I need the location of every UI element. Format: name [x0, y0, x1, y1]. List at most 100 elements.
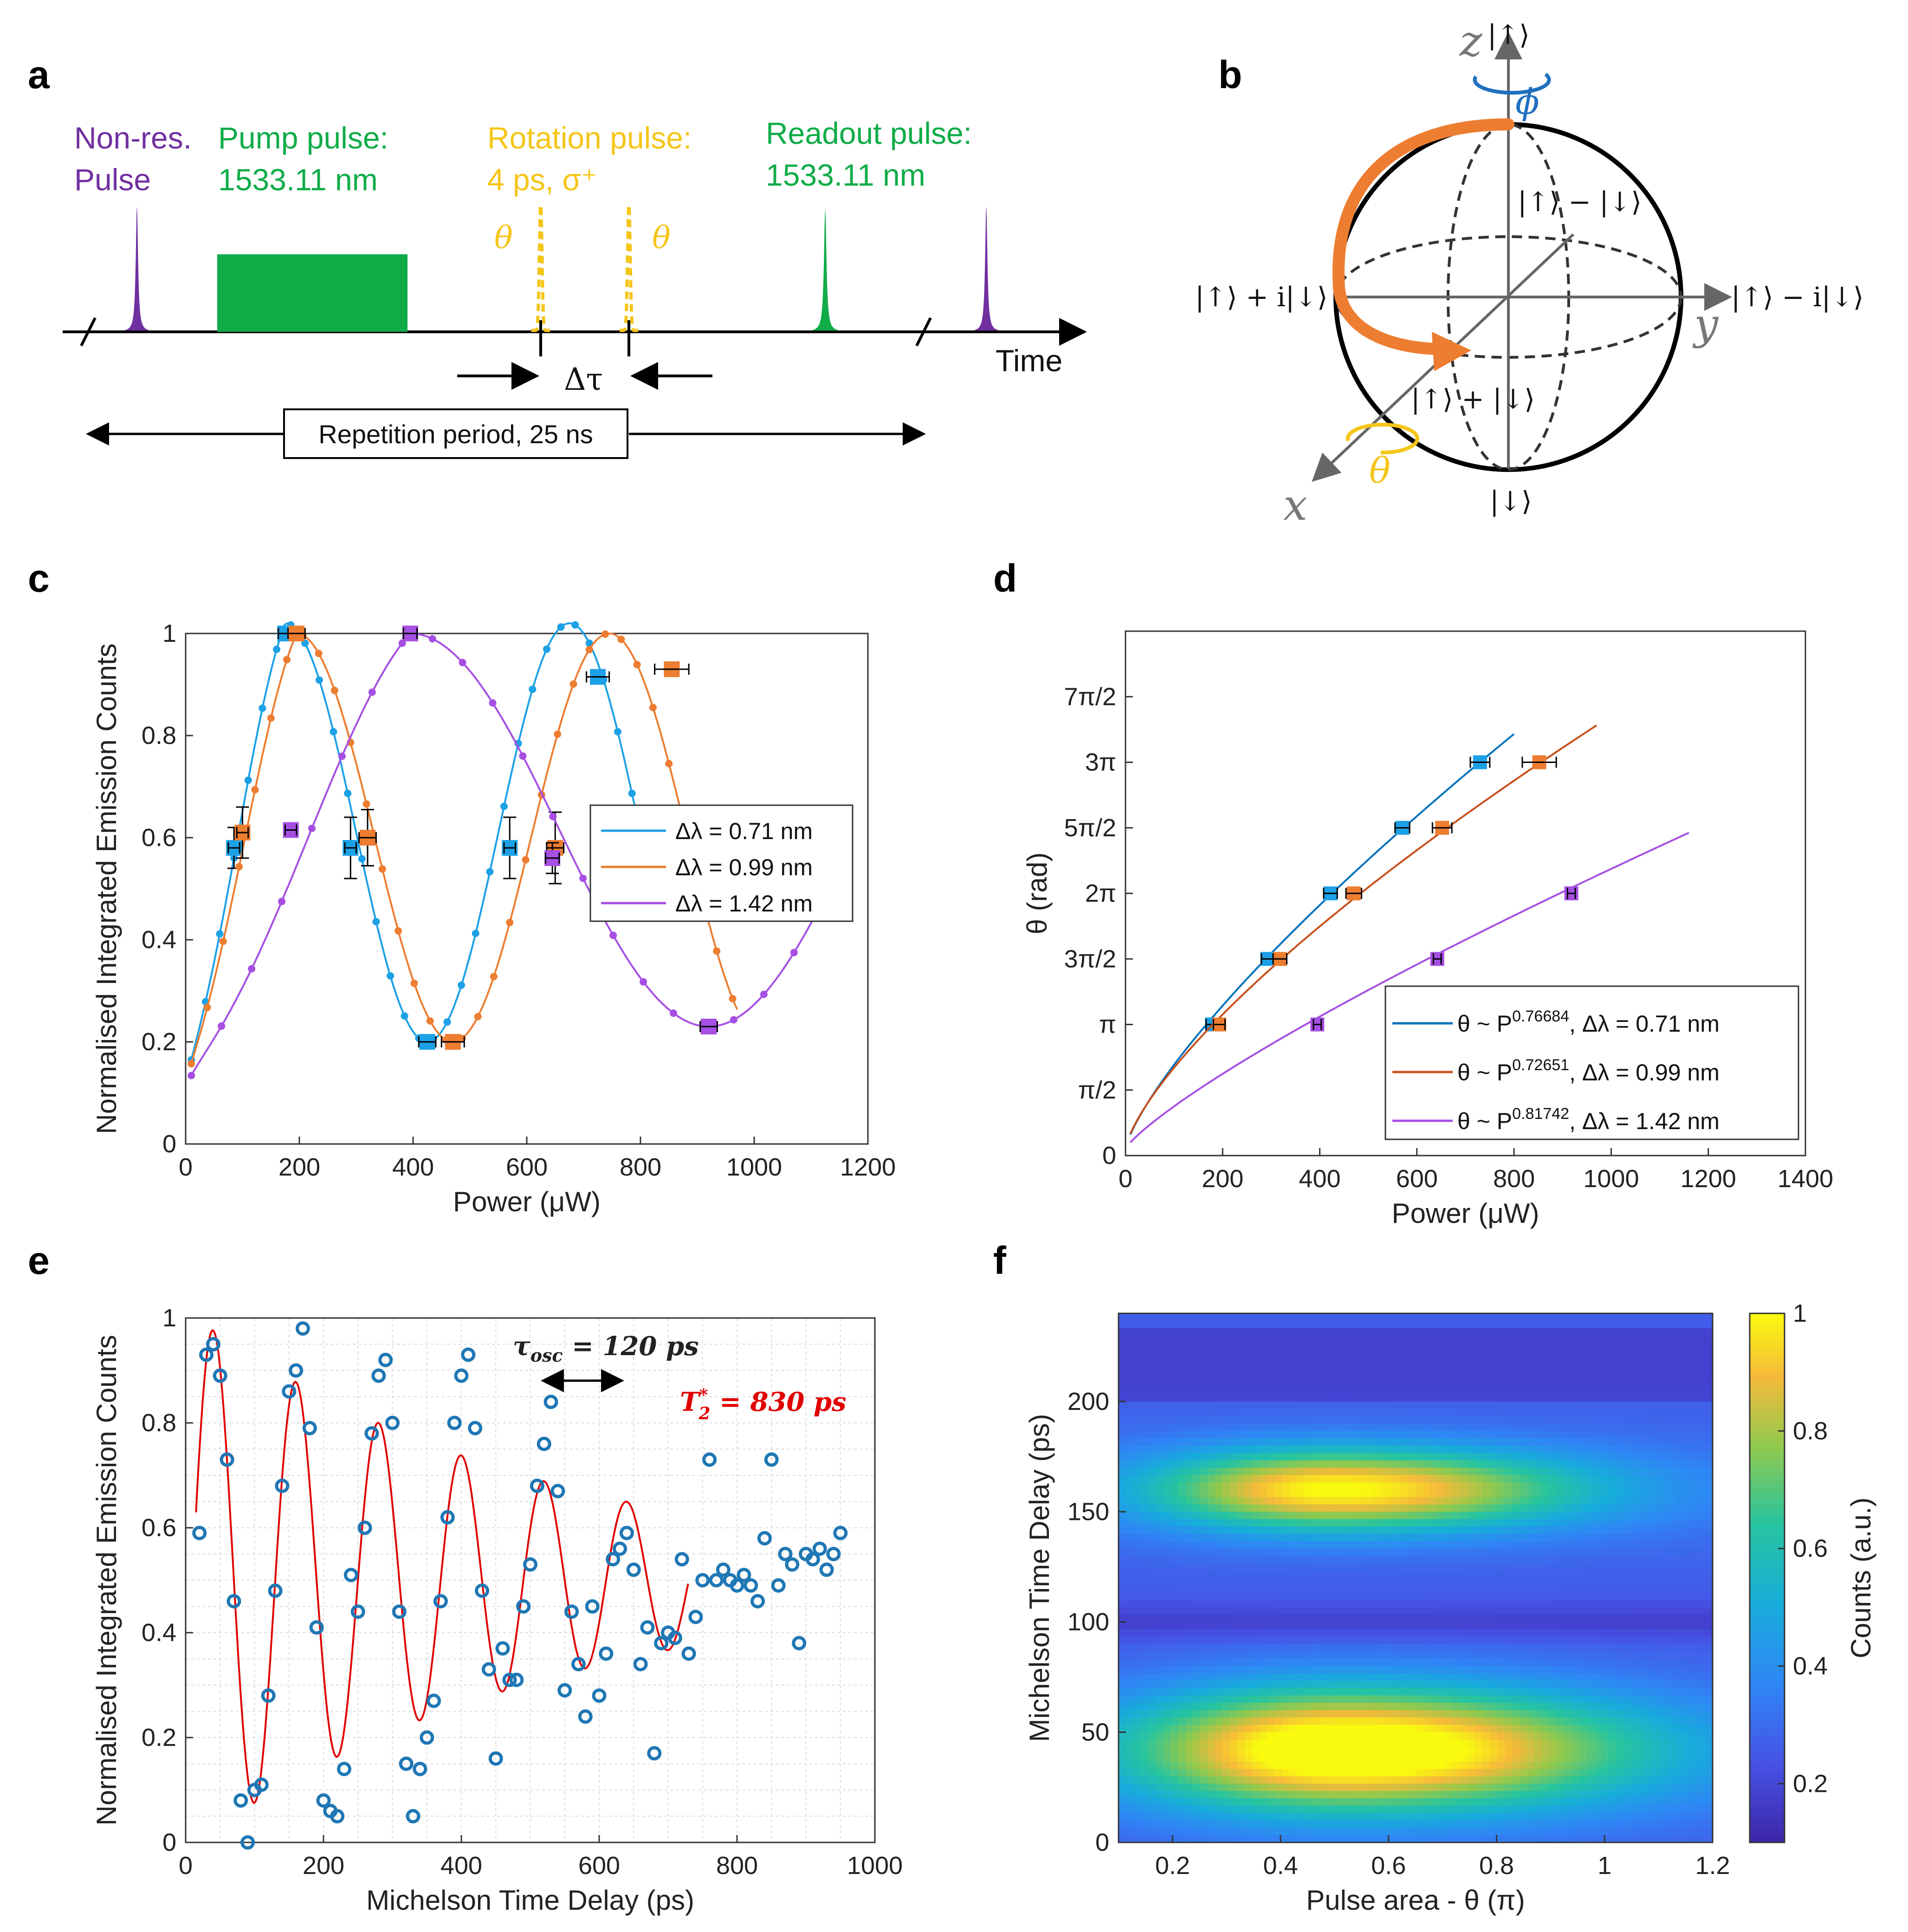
- heatmap-cell: [1222, 1592, 1230, 1601]
- heatmap-cell: [1245, 1820, 1253, 1829]
- heatmap-cell: [1542, 1357, 1550, 1365]
- heatmap-cell: [1297, 1328, 1305, 1336]
- heatmap-cell: [1289, 1666, 1297, 1674]
- data-point: [695, 1573, 710, 1588]
- heatmap-cell: [1304, 1438, 1312, 1446]
- heatmap-cell: [1520, 1320, 1527, 1329]
- heatmap-cell: [1326, 1534, 1334, 1542]
- heatmap-cell: [1126, 1688, 1134, 1696]
- heatmap-cell: [1408, 1416, 1416, 1424]
- heatmap-cell: [1371, 1446, 1379, 1454]
- heatmap-cell: [1178, 1534, 1186, 1542]
- heatmap-cell: [1408, 1828, 1416, 1835]
- heatmap-cell: [1393, 1592, 1401, 1601]
- heatmap-cell: [1564, 1776, 1572, 1784]
- heatmap-cell: [1460, 1372, 1468, 1380]
- heatmap-cell: [1542, 1688, 1550, 1696]
- heatmap-cell: [1393, 1453, 1401, 1461]
- heatmap-cell: [1408, 1438, 1416, 1446]
- heatmap-cell: [1126, 1805, 1134, 1814]
- heatmap-cell: [1490, 1512, 1498, 1520]
- heatmap-cell: [1445, 1423, 1453, 1432]
- heatmap-cell: [1319, 1335, 1327, 1344]
- heatmap-cell: [1185, 1761, 1193, 1770]
- heatmap-cell: [1334, 1482, 1342, 1490]
- heatmap-cell: [1542, 1328, 1550, 1336]
- heatmap-cell: [1245, 1313, 1253, 1321]
- heatmap-cell: [1193, 1710, 1201, 1718]
- heatmap-cell: [1119, 1747, 1126, 1755]
- heatmap-cell: [1423, 1717, 1431, 1725]
- heatmap-cell: [1520, 1438, 1527, 1446]
- heatmap-cell: [1267, 1622, 1275, 1630]
- heatmap-cell: [1445, 1364, 1453, 1373]
- heatmap-cell: [1416, 1710, 1423, 1718]
- heatmap-cell: [1401, 1629, 1409, 1637]
- heatmap-cell: [1378, 1747, 1386, 1755]
- heatmap-cell: [1364, 1703, 1371, 1711]
- heatmap-cell: [1171, 1835, 1178, 1843]
- heatmap-cell: [1341, 1423, 1349, 1432]
- heatmap-cell: [1445, 1592, 1453, 1601]
- heatmap-cell: [1289, 1490, 1297, 1498]
- heatmap-cell: [1200, 1710, 1208, 1718]
- heatmap-cell: [1364, 1364, 1371, 1373]
- heatmap-cell: [1282, 1813, 1290, 1821]
- heatmap-cell: [1438, 1387, 1446, 1395]
- y-tick-label: 0.6: [142, 1514, 176, 1542]
- heatmap-cell: [1208, 1453, 1216, 1461]
- heatmap-cell: [1274, 1379, 1282, 1388]
- heatmap-cell: [1386, 1600, 1394, 1608]
- heatmap-cell: [1505, 1364, 1513, 1373]
- heatmap-cell: [1564, 1592, 1572, 1601]
- heatmap-cell: [1245, 1387, 1253, 1395]
- heatmap-cell: [1527, 1703, 1535, 1711]
- heatmap-cell: [1304, 1467, 1312, 1476]
- heatmap-cell: [1423, 1556, 1431, 1564]
- data-point: [226, 1594, 241, 1609]
- heatmap-cell: [1185, 1754, 1193, 1762]
- heatmap-cell: [1267, 1732, 1275, 1740]
- heatmap-cell: [1156, 1820, 1164, 1829]
- heatmap-cell: [1178, 1725, 1186, 1733]
- heatmap-cell: [1334, 1673, 1342, 1681]
- heatmap-cell: [1572, 1379, 1579, 1388]
- heatmap-cell: [1505, 1350, 1513, 1358]
- heatmap-cell: [1208, 1622, 1216, 1630]
- heatmap-cell: [1171, 1747, 1178, 1755]
- heatmap-cell: [1512, 1490, 1520, 1498]
- heatmap-cell: [1326, 1423, 1334, 1432]
- heatmap-cell: [1423, 1688, 1431, 1696]
- heatmap-cell: [1200, 1497, 1208, 1505]
- heatmap-cell: [1312, 1820, 1319, 1829]
- heatmap-cell: [1416, 1394, 1423, 1402]
- heatmap-cell: [1215, 1666, 1223, 1674]
- heatmap-cell: [1468, 1754, 1475, 1762]
- heatmap-cell: [1520, 1490, 1527, 1498]
- heatmap-cell: [1378, 1615, 1386, 1622]
- heatmap-cell: [1490, 1710, 1498, 1718]
- heatmap-cell: [1274, 1703, 1282, 1711]
- heatmap-cell: [1245, 1372, 1253, 1380]
- heatmap-cell: [1312, 1776, 1319, 1784]
- heatmap-cell: [1438, 1710, 1446, 1718]
- heatmap-cell: [1393, 1335, 1401, 1344]
- heatmap-cell: [1200, 1423, 1208, 1432]
- heatmap-cell: [1282, 1313, 1290, 1321]
- rotation-label-line1: Rotation pulse:: [487, 121, 692, 155]
- heatmap-cell: [1520, 1512, 1527, 1520]
- heatmap-cell: [1185, 1747, 1193, 1755]
- heatmap-cell: [1171, 1402, 1178, 1409]
- heatmap-cell: [1430, 1673, 1438, 1681]
- heatmap-cell: [1341, 1534, 1349, 1542]
- heatmap-cell: [1341, 1717, 1349, 1725]
- heatmap-cell: [1341, 1835, 1349, 1843]
- heatmap-cell: [1156, 1644, 1164, 1652]
- heatmap-cell: [1475, 1805, 1483, 1814]
- heatmap-cell: [1230, 1673, 1238, 1681]
- heatmap-cell: [1378, 1526, 1386, 1534]
- heatmap-cell: [1423, 1379, 1431, 1388]
- heatmap-cell: [1408, 1636, 1416, 1645]
- heatmap-cell: [1326, 1504, 1334, 1512]
- heatmap-cell: [1497, 1732, 1505, 1740]
